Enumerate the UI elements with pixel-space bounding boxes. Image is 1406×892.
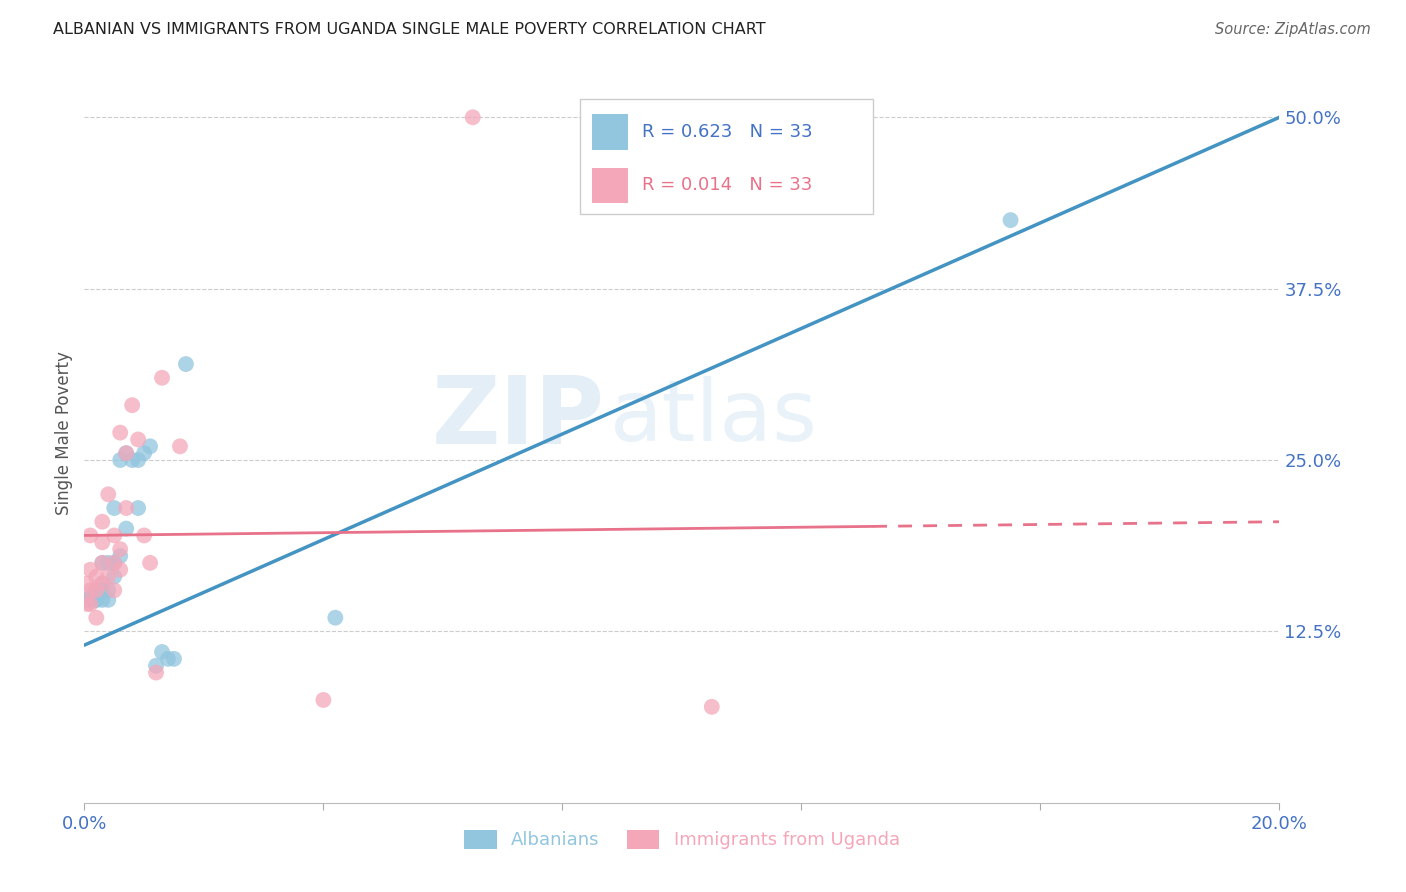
Point [91, 515, 114, 529]
Point [86, 583, 108, 598]
Point [132, 528, 156, 542]
Point [103, 556, 125, 570]
Point [1000, 213, 1022, 227]
Point [79, 593, 101, 607]
Point [115, 522, 138, 536]
Text: ALBANIAN VS IMMIGRANTS FROM UGANDA SINGLE MALE POVERTY CORRELATION CHART: ALBANIAN VS IMMIGRANTS FROM UGANDA SINGL… [53, 22, 766, 37]
Point [127, 433, 149, 447]
Point [97, 556, 120, 570]
Text: R = 0.014   N = 33: R = 0.014 N = 33 [643, 177, 813, 194]
Point [110, 542, 132, 557]
Point [79, 590, 101, 604]
Point [82, 590, 104, 604]
Point [91, 576, 114, 591]
Point [79, 583, 101, 598]
Point [91, 583, 114, 598]
FancyBboxPatch shape [592, 114, 628, 150]
Point [103, 501, 125, 516]
Point [115, 446, 138, 460]
Point [86, 593, 108, 607]
Point [76, 597, 98, 611]
Y-axis label: Single Male Poverty: Single Male Poverty [55, 351, 73, 515]
Point [169, 439, 191, 453]
Point [700, 699, 723, 714]
Point [145, 658, 167, 673]
Point [86, 610, 108, 624]
Point [110, 563, 132, 577]
Point [145, 665, 167, 680]
Text: R = 0.623   N = 33: R = 0.623 N = 33 [643, 123, 813, 141]
Point [132, 446, 156, 460]
Point [157, 652, 180, 666]
Point [115, 501, 138, 516]
Point [79, 528, 101, 542]
Point [86, 569, 108, 583]
Point [97, 583, 120, 598]
Point [174, 357, 197, 371]
Legend: Albanians, Immigrants from Uganda: Albanians, Immigrants from Uganda [457, 823, 907, 856]
Point [139, 439, 162, 453]
Point [97, 487, 120, 501]
Point [91, 556, 114, 570]
Point [103, 556, 125, 570]
Point [91, 593, 114, 607]
Point [127, 501, 149, 516]
Point [121, 453, 143, 467]
Point [139, 556, 162, 570]
Point [115, 446, 138, 460]
Point [461, 110, 484, 124]
FancyBboxPatch shape [581, 99, 873, 214]
Point [103, 569, 125, 583]
Point [91, 535, 114, 549]
Point [110, 453, 132, 467]
Point [325, 610, 347, 624]
Point [150, 371, 173, 385]
Point [312, 693, 335, 707]
Point [76, 593, 98, 607]
Text: ZIP: ZIP [432, 372, 605, 464]
Point [97, 569, 120, 583]
Point [163, 652, 186, 666]
FancyBboxPatch shape [592, 168, 628, 203]
Text: atlas: atlas [610, 376, 818, 459]
Point [97, 593, 120, 607]
Point [86, 593, 108, 607]
Point [76, 576, 98, 591]
Point [121, 398, 143, 412]
Point [150, 645, 173, 659]
Point [79, 563, 101, 577]
Point [110, 425, 132, 440]
Text: Source: ZipAtlas.com: Source: ZipAtlas.com [1215, 22, 1371, 37]
Point [110, 549, 132, 563]
Point [91, 576, 114, 591]
Point [103, 583, 125, 598]
Point [127, 453, 149, 467]
Point [79, 597, 101, 611]
Point [91, 556, 114, 570]
Point [86, 583, 108, 598]
Point [103, 528, 125, 542]
